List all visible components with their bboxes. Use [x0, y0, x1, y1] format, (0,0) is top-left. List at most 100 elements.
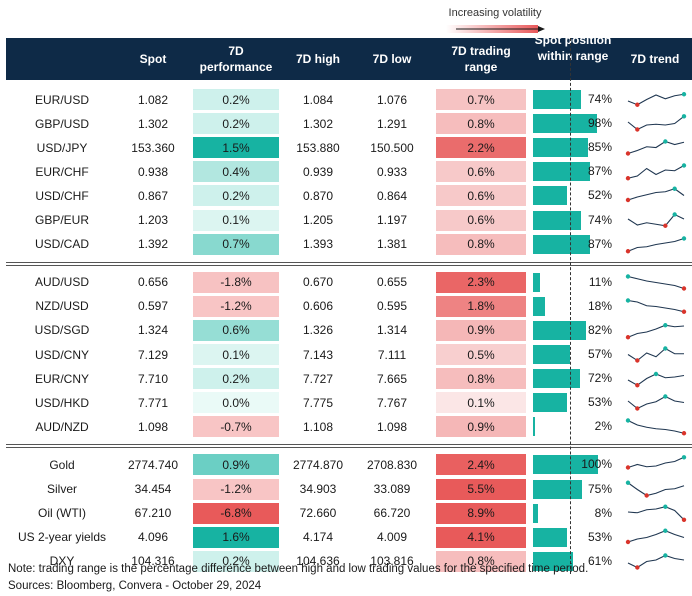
perf-heat-cell — [193, 502, 279, 524]
trend-max-marker — [663, 528, 668, 533]
table-row: US 2-year yields 4.096 1.6% 4.174 4.009 4.1% 5… — [6, 526, 692, 549]
spot-value: 1.082 — [137, 92, 169, 107]
high-value: 0.670 — [302, 275, 334, 290]
perf-heat-cell — [193, 89, 279, 110]
perf-value: 0.9% — [222, 457, 250, 472]
trend-min-marker — [635, 358, 640, 363]
position-label: 11% — [588, 274, 612, 289]
position-label: 53% — [587, 395, 612, 410]
position-label: 52% — [587, 188, 612, 203]
trend-max-marker — [625, 273, 631, 279]
low-value: 1.291 — [376, 116, 408, 131]
range-heat-cell — [436, 478, 526, 500]
high-value: 1.393 — [302, 237, 334, 252]
high-value: 1.326 — [302, 323, 334, 338]
fx-table: EUR/USD 1.082 0.2% 1.084 1.076 0.7% 74% GBP/USD… — [6, 38, 692, 574]
position-bar — [533, 114, 597, 134]
position-label: 100% — [581, 457, 612, 472]
perf-heat-cell — [193, 161, 279, 183]
range-value: 0.6% — [467, 213, 495, 227]
position-bar — [533, 393, 568, 413]
trend-line — [627, 481, 685, 496]
perf-heat-cell — [193, 526, 279, 548]
perf-value: 0.4% — [222, 164, 250, 179]
spot-value: 67.210 — [134, 506, 172, 521]
asset-name: AUD/NZD — [35, 419, 89, 434]
perf-heat-cell — [193, 271, 279, 293]
low-value: 0.864 — [376, 188, 408, 203]
position-label: 98% — [587, 116, 612, 131]
trend-sparkline — [625, 455, 687, 471]
header-spot: Spot — [139, 52, 167, 66]
position-bar — [533, 369, 580, 389]
perf-heat-cell — [193, 368, 279, 390]
range-heat-cell — [436, 271, 526, 293]
trend-min-marker — [625, 198, 631, 203]
perf-value: 0.2% — [222, 116, 250, 131]
range-value: 0.8% — [467, 237, 495, 252]
range-value: 2.4% — [467, 457, 495, 472]
position-label: 85% — [587, 140, 612, 155]
position-label: 87% — [587, 236, 612, 251]
range-value: 2.2% — [467, 140, 495, 155]
trend-line — [627, 275, 685, 289]
table-row: Oil (WTI) 67.210 -6.8% 72.660 66.720 8.9% 8% — [6, 502, 692, 525]
low-value: 1.381 — [376, 237, 408, 252]
perf-heat-cell — [193, 454, 279, 476]
spot-value: 7.771 — [137, 395, 169, 410]
range-value: 0.6% — [467, 188, 495, 203]
range-value: 5.5% — [467, 482, 495, 496]
position-midline — [569, 38, 571, 574]
group-divider — [6, 447, 692, 449]
range-heat-cell — [436, 344, 526, 365]
trend-line — [627, 457, 685, 469]
low-value: 2708.830 — [366, 457, 418, 472]
asset-name: US 2-year yields — [17, 530, 107, 545]
low-value: 150.500 — [370, 140, 414, 155]
range-value: 1.8% — [467, 299, 495, 314]
trend-max-marker — [653, 371, 659, 377]
trend-line — [627, 165, 685, 180]
trend-min-marker — [625, 465, 631, 471]
range-heat-cell — [436, 502, 526, 524]
table-row: USD/CHF 0.867 0.2% 0.870 0.864 0.6% 52% — [6, 184, 692, 207]
high-value: 34.903 — [299, 482, 337, 496]
group-divider — [6, 261, 692, 263]
spot-value: 1.324 — [137, 323, 169, 338]
table-header: Spot 7D performance 7D high 7D low 7D tr… — [6, 38, 692, 80]
range-heat-cell — [436, 137, 526, 159]
position-bar — [533, 455, 598, 475]
trend-min-marker — [635, 102, 640, 107]
table-row: Gold 2774.740 0.9% 2774.870 2708.830 2.4% 100% — [6, 453, 692, 476]
high-value: 1.084 — [302, 92, 334, 107]
position-bar — [533, 138, 589, 158]
trend-line — [627, 324, 685, 338]
table-row: USD/HKD 7.771 0.0% 7.775 7.767 0.1% 53% — [6, 391, 692, 414]
trend-line — [627, 141, 685, 155]
perf-value: -6.8% — [220, 506, 252, 521]
range-value: 0.8% — [467, 371, 495, 386]
volatility-legend: Increasing volatility — [430, 2, 560, 36]
header-spot-position: Spot position within range — [532, 38, 614, 80]
trend-max-marker — [681, 455, 687, 460]
position-label: 74% — [587, 92, 612, 106]
perf-heat-cell — [193, 550, 279, 572]
trend-min-marker — [644, 492, 649, 498]
trend-max-marker — [672, 211, 677, 217]
high-value: 72.660 — [299, 506, 337, 521]
header-7d-performance: 7D performance — [199, 44, 273, 74]
trend-min-marker — [635, 406, 640, 411]
asset-name: EUR/CNY — [34, 371, 89, 386]
trend-max-marker — [663, 553, 668, 558]
trend-min-marker — [681, 285, 687, 291]
low-value: 103.816 — [370, 554, 414, 569]
trend-sparkline — [627, 371, 685, 388]
low-value: 7.111 — [377, 347, 407, 362]
trend-min-marker — [681, 431, 687, 436]
perf-heat-cell — [193, 185, 279, 207]
position-label: 57% — [587, 347, 612, 361]
low-value: 7.665 — [376, 371, 408, 386]
range-heat-cell — [436, 113, 526, 135]
high-value: 0.606 — [302, 299, 334, 314]
perf-heat-cell — [193, 416, 279, 438]
